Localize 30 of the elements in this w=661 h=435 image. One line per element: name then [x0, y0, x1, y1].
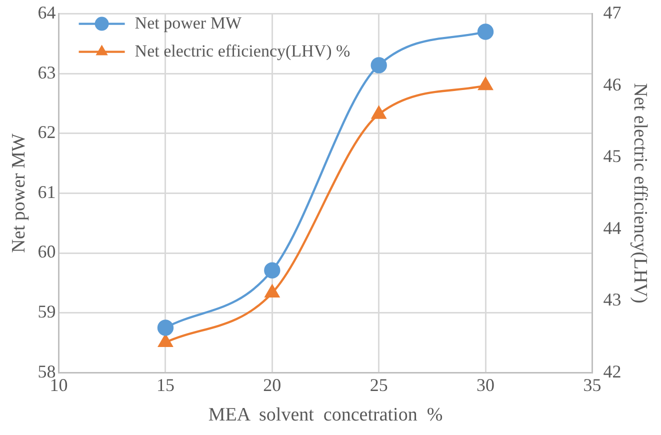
y2-axis-title: Net electric efficiency(LHV): [630, 83, 651, 304]
legend-label: Net electric efficiency(LHV) %: [134, 41, 350, 60]
y2-tick-label: 42: [603, 361, 622, 382]
legend-label: Net power MW: [134, 13, 242, 32]
x-tick-label: 30: [476, 375, 495, 396]
x-tick-label: 15: [156, 375, 174, 396]
point: [370, 57, 387, 74]
y-tick-label: 62: [38, 122, 56, 142]
point: [264, 262, 280, 278]
point: [158, 334, 173, 348]
point: [478, 77, 493, 90]
y2-tick-label: 45: [603, 146, 622, 166]
y2-tick-label: 46: [603, 74, 622, 94]
y-tick-label: 60: [38, 242, 56, 262]
y-tick-label: 59: [38, 302, 56, 322]
y2-tick-label: 47: [603, 2, 622, 23]
x-tick-label: 35: [583, 375, 602, 396]
x-tick-label: 20: [263, 375, 282, 396]
y-tick-label: 64: [38, 2, 56, 23]
y-axis-title: Net power MW: [8, 134, 30, 253]
y-tick-label: 63: [38, 62, 56, 82]
x-tick-label: 25: [370, 375, 388, 396]
y2-tick-label: 43: [603, 290, 622, 310]
point: [265, 284, 280, 298]
x-axis-title: MEA solvent concetration %: [208, 404, 443, 426]
y2-tick-label: 44: [603, 218, 622, 238]
point: [477, 24, 494, 40]
point: [157, 320, 174, 336]
y-tick-label: 61: [38, 182, 56, 202]
point: [372, 106, 386, 119]
